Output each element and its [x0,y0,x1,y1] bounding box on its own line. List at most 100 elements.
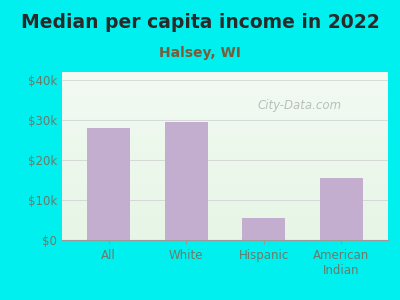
Bar [62,107,388,108]
Bar [62,175,388,176]
Bar [62,103,388,104]
Bar [62,141,388,142]
Bar [62,85,388,86]
Bar [62,225,388,226]
Bar [62,72,388,73]
Bar [62,192,388,193]
Bar [62,79,388,80]
Bar [62,217,388,218]
Bar [62,129,388,130]
Bar [242,218,285,240]
Bar [62,152,388,153]
Bar [62,211,388,212]
Bar [62,178,388,179]
Bar [62,180,388,181]
Bar [62,207,388,208]
Bar [62,130,388,131]
Bar [62,111,388,112]
Bar [62,163,388,164]
Bar [62,149,388,150]
Bar [62,151,388,152]
Bar [62,81,388,82]
Bar [62,108,388,109]
Bar [62,99,388,100]
Bar [62,115,388,116]
Bar [62,200,388,201]
Bar [62,127,388,128]
Bar [62,161,388,162]
Bar [62,206,388,207]
Bar [62,147,388,148]
Bar [62,110,388,111]
Bar [62,237,388,238]
Bar [62,221,388,222]
Bar [62,169,388,170]
Bar [62,80,388,81]
Bar [62,86,388,87]
Bar [62,204,388,205]
Bar [62,236,388,237]
Bar [62,186,388,187]
Bar [62,128,388,129]
Bar [62,92,388,93]
Bar [62,210,388,211]
Bar [62,170,388,171]
Bar [62,112,388,113]
Bar [62,227,388,228]
Bar [62,77,388,78]
Bar [62,195,388,196]
Bar [62,144,388,145]
Bar [62,100,388,101]
Bar [320,178,363,240]
Bar [62,232,388,233]
Bar [62,189,388,190]
Bar [62,132,388,133]
Bar [62,155,388,156]
Bar [62,124,388,125]
Bar [62,209,388,210]
Bar [62,168,388,169]
Bar [62,228,388,229]
Bar [62,182,388,183]
Bar [62,133,388,134]
Bar [62,139,388,140]
Bar [62,84,388,85]
Bar [62,203,388,204]
Bar [62,135,388,136]
Bar [62,140,388,141]
Bar [62,136,388,137]
Text: Median per capita income in 2022: Median per capita income in 2022 [21,14,379,32]
Bar [62,85,388,86]
Bar [62,174,388,175]
Bar [62,131,388,132]
Bar [62,122,388,123]
Bar [62,165,388,166]
Bar [62,190,388,191]
Bar [62,100,388,101]
Bar [62,113,388,114]
Bar [62,138,388,139]
Bar [62,177,388,178]
Bar [62,82,388,83]
Bar [62,78,388,79]
Bar [62,94,388,95]
Bar [62,126,388,127]
Bar [62,183,388,184]
Bar [62,164,388,165]
Bar [62,95,388,96]
Bar [62,201,388,202]
Bar [62,220,388,221]
Bar [62,179,388,180]
Bar [62,216,388,217]
Bar [62,159,388,160]
Bar [62,125,388,126]
Bar [62,173,388,174]
Bar [62,214,388,215]
Bar [62,233,388,234]
Bar [62,154,388,155]
Bar [165,122,208,240]
Bar [62,176,388,177]
Bar [62,102,388,103]
Bar [62,97,388,98]
Bar [62,235,388,236]
